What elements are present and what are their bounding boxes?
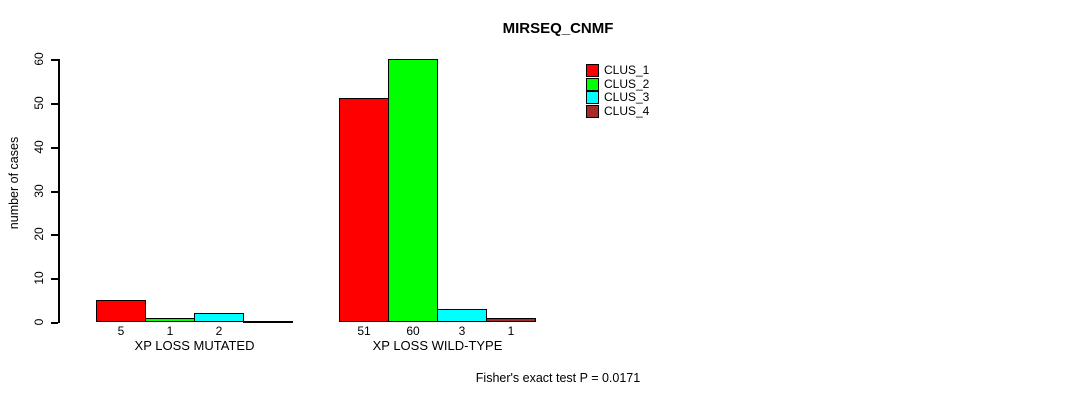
bar-value-label: 60 — [406, 324, 420, 338]
chart-title: MIRSEQ_CNMF — [502, 20, 614, 37]
legend-label-clus_3: CLUS_3 — [604, 90, 650, 104]
bar-clus_4-group2 — [486, 318, 536, 322]
bar-clus_1-group1 — [96, 300, 146, 322]
x-group-label: XP LOSS WILD-TYPE — [372, 338, 503, 353]
bar-value-label: 3 — [458, 324, 466, 338]
y-axis-line — [58, 59, 60, 323]
y-tick — [51, 278, 58, 280]
legend-swatch-clus_4 — [586, 105, 599, 118]
legend-label-clus_1: CLUS_1 — [604, 63, 650, 77]
y-tick — [51, 59, 58, 61]
bar-value-label: 2 — [215, 324, 223, 338]
bar-value-label: 1 — [507, 324, 515, 338]
legend-swatch-clus_1 — [586, 64, 599, 77]
bar-value-label: 5 — [117, 324, 125, 338]
fisher-test-annotation: Fisher's exact test P = 0.0171 — [475, 371, 641, 385]
x-group-label: XP LOSS MUTATED — [134, 338, 255, 353]
y-tick — [51, 147, 58, 149]
y-tick — [51, 322, 58, 324]
bar-clus_3-group2 — [437, 309, 487, 322]
legend-label-clus_4: CLUS_4 — [604, 104, 650, 118]
y-tick — [51, 191, 58, 193]
legend-label-clus_2: CLUS_2 — [604, 77, 650, 91]
bar-value-label: 51 — [357, 324, 371, 338]
bar-clus_3-group1 — [194, 313, 244, 322]
bar-clus_2-group2 — [388, 59, 438, 322]
legend-swatch-clus_3 — [586, 91, 599, 104]
bar-clus_4-group1-zero — [243, 321, 293, 323]
y-tick — [51, 103, 58, 105]
bar-value-label: 1 — [166, 324, 174, 338]
legend-swatch-clus_2 — [586, 78, 599, 91]
y-tick — [51, 234, 58, 236]
bar-clus_1-group2 — [339, 98, 389, 322]
